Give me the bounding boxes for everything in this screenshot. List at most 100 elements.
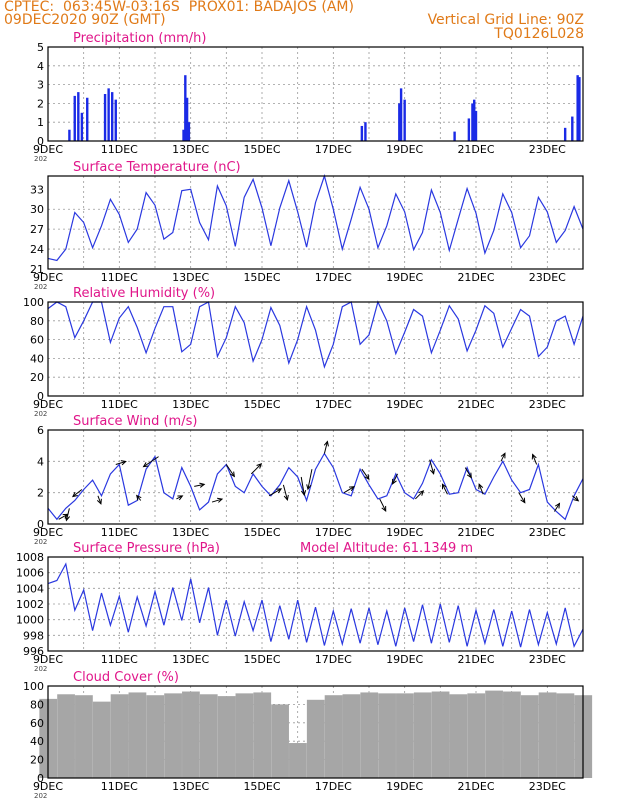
x-tick-label: 23DEC <box>529 780 566 793</box>
cloud-bar <box>396 693 414 778</box>
precip-bar <box>474 110 478 141</box>
precip-bar <box>80 112 84 141</box>
precip-bar <box>86 97 89 141</box>
x-tick-label: 21DEC <box>457 143 494 156</box>
cloud-bar <box>342 694 361 778</box>
precip-bar <box>398 103 401 141</box>
cloud-bar <box>324 695 343 778</box>
x-tick-label: 23DEC <box>529 653 566 666</box>
wind-arrow-head <box>392 478 397 485</box>
precip-bar <box>576 75 579 141</box>
x-year-label: 202 <box>34 283 47 291</box>
panel-rh <box>47 300 584 397</box>
wind-arrow-head <box>418 490 425 496</box>
x-tick-label: 15DEC <box>243 526 280 539</box>
wind-arrow-head <box>466 472 472 479</box>
y-tick-label: 0 <box>37 390 44 403</box>
wind-arrow <box>532 454 538 465</box>
y-tick-label: 1008 <box>16 551 44 564</box>
precip-bar <box>364 122 367 141</box>
x-tick-label: 19DEC <box>386 398 423 411</box>
x-tick-label: 23DEC <box>529 271 566 284</box>
wind-arrow <box>323 441 328 454</box>
y-tick-label: 60 <box>30 334 44 347</box>
x-tick-label: 9DEC <box>33 398 63 411</box>
y-tick-label: 1006 <box>16 567 44 580</box>
wind-arrow-head <box>573 496 580 502</box>
pres-series-line <box>47 562 584 649</box>
panel-title: Relative Humidity (%) <box>73 286 215 301</box>
wind-arrow-head <box>120 460 127 466</box>
x-tick-label: 11DEC <box>101 271 138 284</box>
wind-arrow <box>225 464 235 477</box>
wind-arrow-head <box>229 471 235 478</box>
y-tick-label: 2 <box>37 97 44 110</box>
precip-bar <box>187 122 191 141</box>
cloud-bar <box>253 692 272 778</box>
x-tick-label: 19DEC <box>386 271 423 284</box>
x-year-label: 202 <box>34 155 47 163</box>
x-tick-label: 17DEC <box>315 780 352 793</box>
y-tick-label: 80 <box>30 698 44 711</box>
x-tick-label: 17DEC <box>315 398 352 411</box>
x-tick-label: 11DEC <box>101 398 138 411</box>
precip-bar <box>453 131 456 141</box>
y-tick-label: 4 <box>37 455 44 468</box>
wind-arrow-head <box>364 474 370 481</box>
y-tick-label: 2 <box>37 487 44 500</box>
wind-arrow <box>500 453 506 462</box>
wind-arrow-head <box>429 468 435 475</box>
wind-arrow-head <box>199 482 206 488</box>
precip-bar <box>471 103 474 141</box>
x-tick-label: 9DEC <box>33 653 63 666</box>
x-tick-label: 13DEC <box>172 143 209 156</box>
cloud-bar <box>485 690 503 778</box>
x-tick-label: 15DEC <box>243 143 280 156</box>
wind-arrow <box>300 476 305 496</box>
cloud-bar <box>360 692 379 778</box>
x-tick-label: 19DEC <box>386 653 423 666</box>
header-date: 09DEC2020 90Z (GMT) <box>4 12 166 28</box>
plot-frame <box>47 685 584 779</box>
cloud-bar <box>378 693 396 778</box>
cloud-bar <box>57 694 75 778</box>
x-tick-label: 13DEC <box>172 398 209 411</box>
precip-bar <box>77 92 80 141</box>
x-tick-label: 21DEC <box>457 653 494 666</box>
x-tick-label: 23DEC <box>529 526 566 539</box>
x-tick-label: 15DEC <box>243 398 280 411</box>
x-tick-label: 17DEC <box>315 143 352 156</box>
panel-title: Surface Wind (m/s) <box>73 414 197 429</box>
x-tick-label: 13DEC <box>172 271 209 284</box>
y-tick-label: 1000 <box>16 614 44 627</box>
panel-extra-title: Model Altitude: 61.1349 m <box>300 541 473 556</box>
wind-arrow-head <box>306 484 312 491</box>
wind-arrow <box>478 484 484 495</box>
panel-wind <box>47 429 584 525</box>
x-tick-label: 11DEC <box>101 143 138 156</box>
wind-arrow-head <box>500 452 506 459</box>
cloud-bar <box>128 692 147 778</box>
x-tick-label: 15DEC <box>243 271 280 284</box>
wind-arrow-head <box>283 494 289 501</box>
y-tick-label: 40 <box>30 735 44 748</box>
cloud-bar <box>75 695 93 778</box>
y-tick-label: 5 <box>37 41 44 54</box>
panel-title: Surface Temperature (nC) <box>73 160 241 175</box>
y-tick-label: 40 <box>30 352 44 365</box>
cloud-bar <box>217 696 236 778</box>
y-tick-label: 60 <box>30 717 44 730</box>
x-year-label: 202 <box>34 538 47 546</box>
cloud-bar <box>556 693 575 778</box>
wind-arrow <box>115 460 126 465</box>
header-grid-info: Vertical Grid Line: 90Z <box>427 12 584 28</box>
wind-arrow-head <box>520 497 526 504</box>
cloud-bar <box>467 693 486 778</box>
precip-bar <box>571 116 574 141</box>
precip-bar <box>68 129 71 141</box>
cloud-bar <box>199 694 218 778</box>
cloud-bar <box>289 743 307 778</box>
cloud-bar <box>503 691 521 778</box>
x-tick-label: 11DEC <box>101 526 138 539</box>
y-tick-label: 20 <box>30 754 44 767</box>
